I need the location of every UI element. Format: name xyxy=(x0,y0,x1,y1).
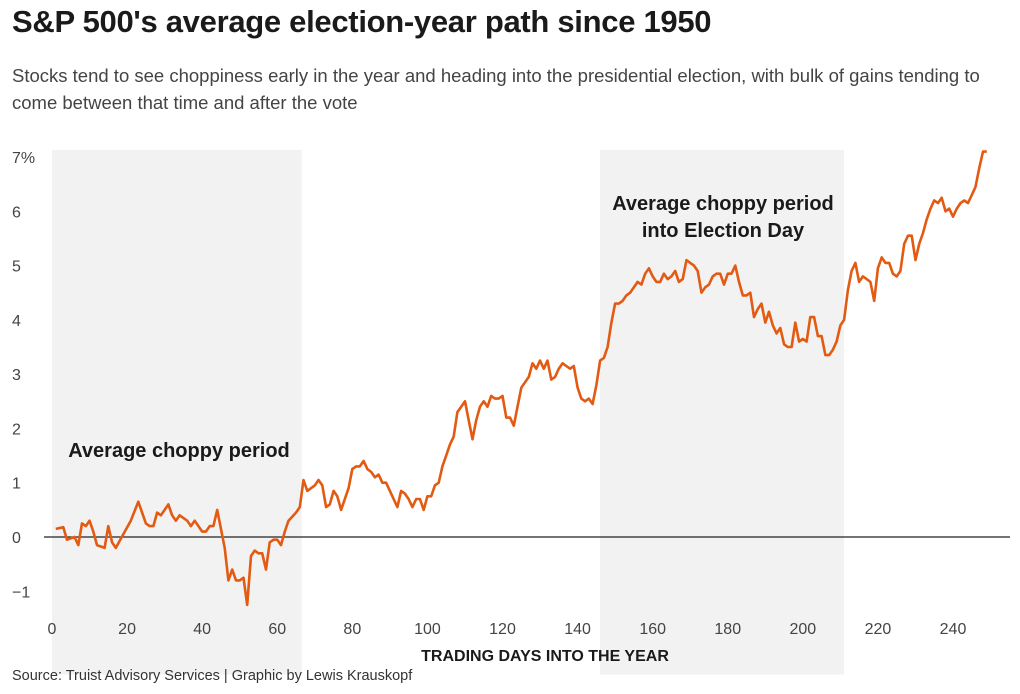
annotation-label: Average choppy period xyxy=(612,193,834,215)
x-tick-label: 220 xyxy=(865,621,892,638)
x-tick-label: 120 xyxy=(489,621,516,638)
annotation-label: into Election Day xyxy=(642,220,805,242)
y-tick-label: −1 xyxy=(12,584,30,601)
x-tick-label: 140 xyxy=(564,621,591,638)
shaded-region xyxy=(600,150,845,675)
y-tick-label: 5 xyxy=(12,259,21,276)
x-tick-label: 240 xyxy=(940,621,967,638)
y-tick-label: 4 xyxy=(12,313,21,330)
source-note: Source: Truist Advisory Services | Graph… xyxy=(12,668,413,684)
x-tick-label: 160 xyxy=(639,621,666,638)
y-tick-label: 7% xyxy=(12,150,35,167)
x-tick-label: 40 xyxy=(193,621,211,638)
y-tick-label: 6 xyxy=(12,204,21,221)
annotation-label: Average choppy period xyxy=(68,440,290,462)
shaded-region xyxy=(52,150,302,675)
x-tick-label: 80 xyxy=(343,621,361,638)
series-line xyxy=(55,150,987,607)
y-tick-label: 0 xyxy=(12,530,21,547)
chart-title: S&P 500's average election-year path sin… xyxy=(12,4,712,39)
x-tick-label: 60 xyxy=(268,621,286,638)
y-tick-label: 3 xyxy=(12,367,21,384)
x-tick-label: 200 xyxy=(789,621,816,638)
x-tick-label: 0 xyxy=(48,621,57,638)
y-tick-label: 1 xyxy=(12,476,21,493)
x-tick-label: 180 xyxy=(714,621,741,638)
x-tick-label: 100 xyxy=(414,621,441,638)
x-tick-label: 20 xyxy=(118,621,136,638)
x-axis-label: TRADING DAYS INTO THE YEAR xyxy=(421,648,669,665)
chart-subtitle: Stocks tend to see choppiness early in t… xyxy=(12,65,980,113)
y-tick-label: 2 xyxy=(12,421,21,438)
